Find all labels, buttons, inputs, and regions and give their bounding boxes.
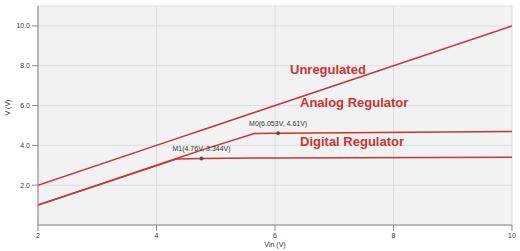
svg-text:4: 4 [155, 232, 159, 239]
svg-text:8: 8 [392, 232, 396, 239]
svg-text:10.0: 10.0 [16, 22, 30, 29]
svg-text:M0(6.053V, 4.61V): M0(6.053V, 4.61V) [249, 120, 307, 128]
svg-text:6: 6 [273, 232, 277, 239]
svg-text:Vin (V): Vin (V) [264, 241, 285, 249]
svg-text:4.0: 4.0 [20, 142, 30, 149]
svg-text:6.0: 6.0 [20, 102, 30, 109]
html-text:Unregulated: Unregulated [290, 62, 366, 77]
svg-text:10: 10 [508, 232, 512, 239]
svg-text:2: 2 [36, 232, 40, 239]
svg-text:V (V): V (V) [8, 100, 12, 116]
svg-text:2.0: 2.0 [20, 182, 30, 189]
svg-text:8.0: 8.0 [20, 62, 30, 69]
svg-text:M1(4.76V, 3.344V): M1(4.76V, 3.344V) [172, 145, 230, 153]
html-text:Digital Regulator: Digital Regulator [300, 134, 404, 149]
html-text:Analog Regulator: Analog Regulator [300, 95, 409, 110]
